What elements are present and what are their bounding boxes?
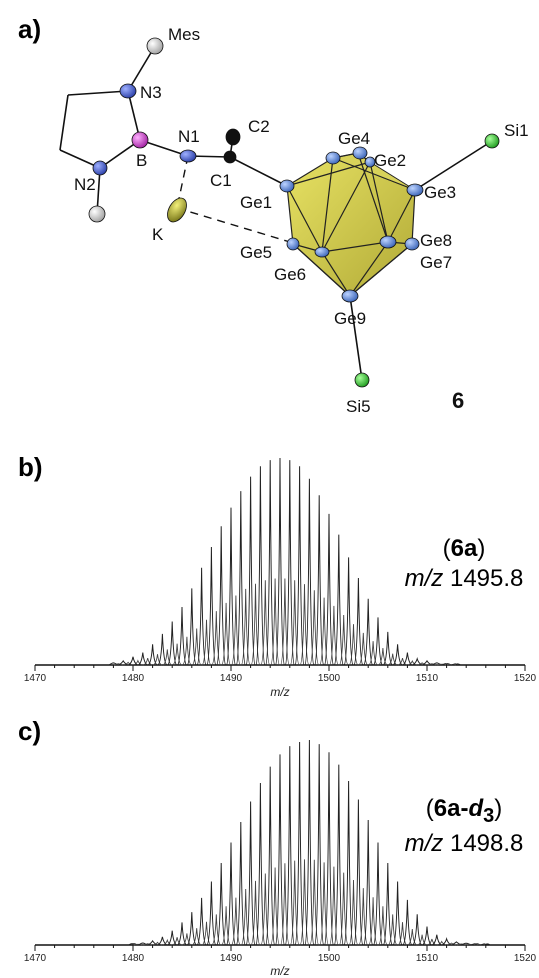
x-tick-label: 1510	[416, 953, 439, 964]
spectrum-peak	[227, 508, 236, 665]
x-tick-label: 1470	[24, 953, 47, 964]
label-ge8: Ge8	[420, 231, 452, 250]
atom-ge8	[380, 236, 396, 248]
atom-ge3	[407, 184, 423, 196]
spectrum-peak	[305, 740, 314, 945]
spectrum-peak	[334, 765, 343, 945]
label-ge9: Ge9	[334, 309, 366, 328]
spectrum-peak	[256, 466, 265, 665]
spectrum-peak	[305, 479, 314, 665]
spectrum-b-annotation: (6a) m/z 1495.8	[374, 535, 539, 593]
spectrum-peak	[354, 799, 363, 945]
x-tick-label: 1470	[24, 673, 47, 684]
label-si1: Si1	[504, 121, 529, 140]
atom-ge7	[405, 238, 419, 250]
label-n1: N1	[178, 127, 200, 146]
atom-n3	[120, 84, 136, 98]
label-k: K	[152, 225, 164, 244]
atom-k	[164, 195, 191, 226]
label-ge3: Ge3	[424, 183, 456, 202]
molecular-structure: Mes N3 N1 B N2 C2 C1 K Ge4 Ge2 Ge1 Ge3 S…	[0, 0, 539, 440]
k-contacts	[177, 156, 290, 242]
label-ge7: Ge7	[420, 253, 452, 272]
spectrum-peak	[276, 458, 285, 665]
x-tick-label: 1510	[416, 673, 439, 684]
x-tick-label: 1490	[220, 953, 243, 964]
x-tick-label: 1520	[514, 673, 537, 684]
spectrum-peak	[266, 767, 275, 945]
spectrum-minor-peak	[467, 944, 476, 945]
label-n3: N3	[140, 83, 162, 102]
spectrum-peak	[295, 742, 304, 945]
atom-n2	[93, 161, 107, 175]
label-b: B	[136, 151, 147, 170]
spectrum-peak	[315, 744, 324, 945]
atom-b	[132, 132, 148, 148]
label-si5: Si5	[346, 397, 371, 416]
label-ge4: Ge4	[338, 129, 370, 148]
atom-ge1	[280, 180, 294, 192]
spectrum-c-annotation: (6a-d3) m/z 1498.8	[374, 795, 539, 858]
spectrum-peak	[452, 664, 461, 665]
spectrum-peak	[266, 460, 275, 665]
label-c1: C1	[210, 171, 232, 190]
atom-si5	[355, 373, 369, 387]
spectrum-peak	[344, 781, 353, 945]
atom-ge2	[353, 147, 367, 159]
spectrum-minor-peak	[447, 664, 456, 665]
ge9-cluster-polyhedron	[287, 153, 415, 296]
atom-mes2	[89, 206, 105, 222]
x-tick-label: 1480	[122, 953, 145, 964]
spectrum-peak	[246, 477, 255, 665]
atom-ge9	[342, 290, 358, 302]
spectrum-peak	[236, 491, 245, 665]
spectrum-peak	[217, 526, 226, 665]
label-c2: C2	[248, 117, 270, 136]
atom-mes	[147, 38, 163, 54]
x-tick-label: 1480	[122, 673, 145, 684]
spectrum-peak	[315, 495, 324, 665]
x-tick-label: 1500	[318, 673, 341, 684]
spectrum-peak	[285, 460, 294, 665]
atom-si1	[485, 134, 499, 148]
label-ge6: Ge6	[274, 265, 306, 284]
spectrum-minor-peak	[476, 944, 485, 945]
x-tick-label: 1520	[514, 953, 537, 964]
spectrum-peak	[285, 746, 294, 945]
compound-number: 6	[452, 388, 464, 413]
label-n2: N2	[74, 175, 96, 194]
label-ge5: Ge5	[240, 243, 272, 262]
label-ge2: Ge2	[374, 151, 406, 170]
x-axis-label: m/z	[270, 964, 289, 976]
spectrum-peak	[295, 466, 304, 665]
spectrum-peak	[246, 802, 255, 946]
atom-ge4	[326, 152, 340, 164]
spectrum-peak	[481, 944, 490, 945]
x-axis-label: m/z	[270, 685, 289, 699]
x-tick-label: 1500	[318, 953, 341, 964]
atom-n1	[180, 150, 196, 162]
atom-ge6	[315, 247, 329, 257]
label-mes: Mes	[168, 25, 200, 44]
atom-ge5	[287, 238, 299, 250]
label-ge1: Ge1	[240, 193, 272, 212]
spectrum-peak	[256, 783, 265, 945]
spectrum-peak	[325, 752, 334, 945]
spectrum-peak	[276, 754, 285, 945]
spectrum-peak	[325, 514, 334, 665]
x-tick-label: 1490	[220, 673, 243, 684]
atom-c1	[224, 151, 236, 163]
atom-c2	[226, 129, 240, 145]
